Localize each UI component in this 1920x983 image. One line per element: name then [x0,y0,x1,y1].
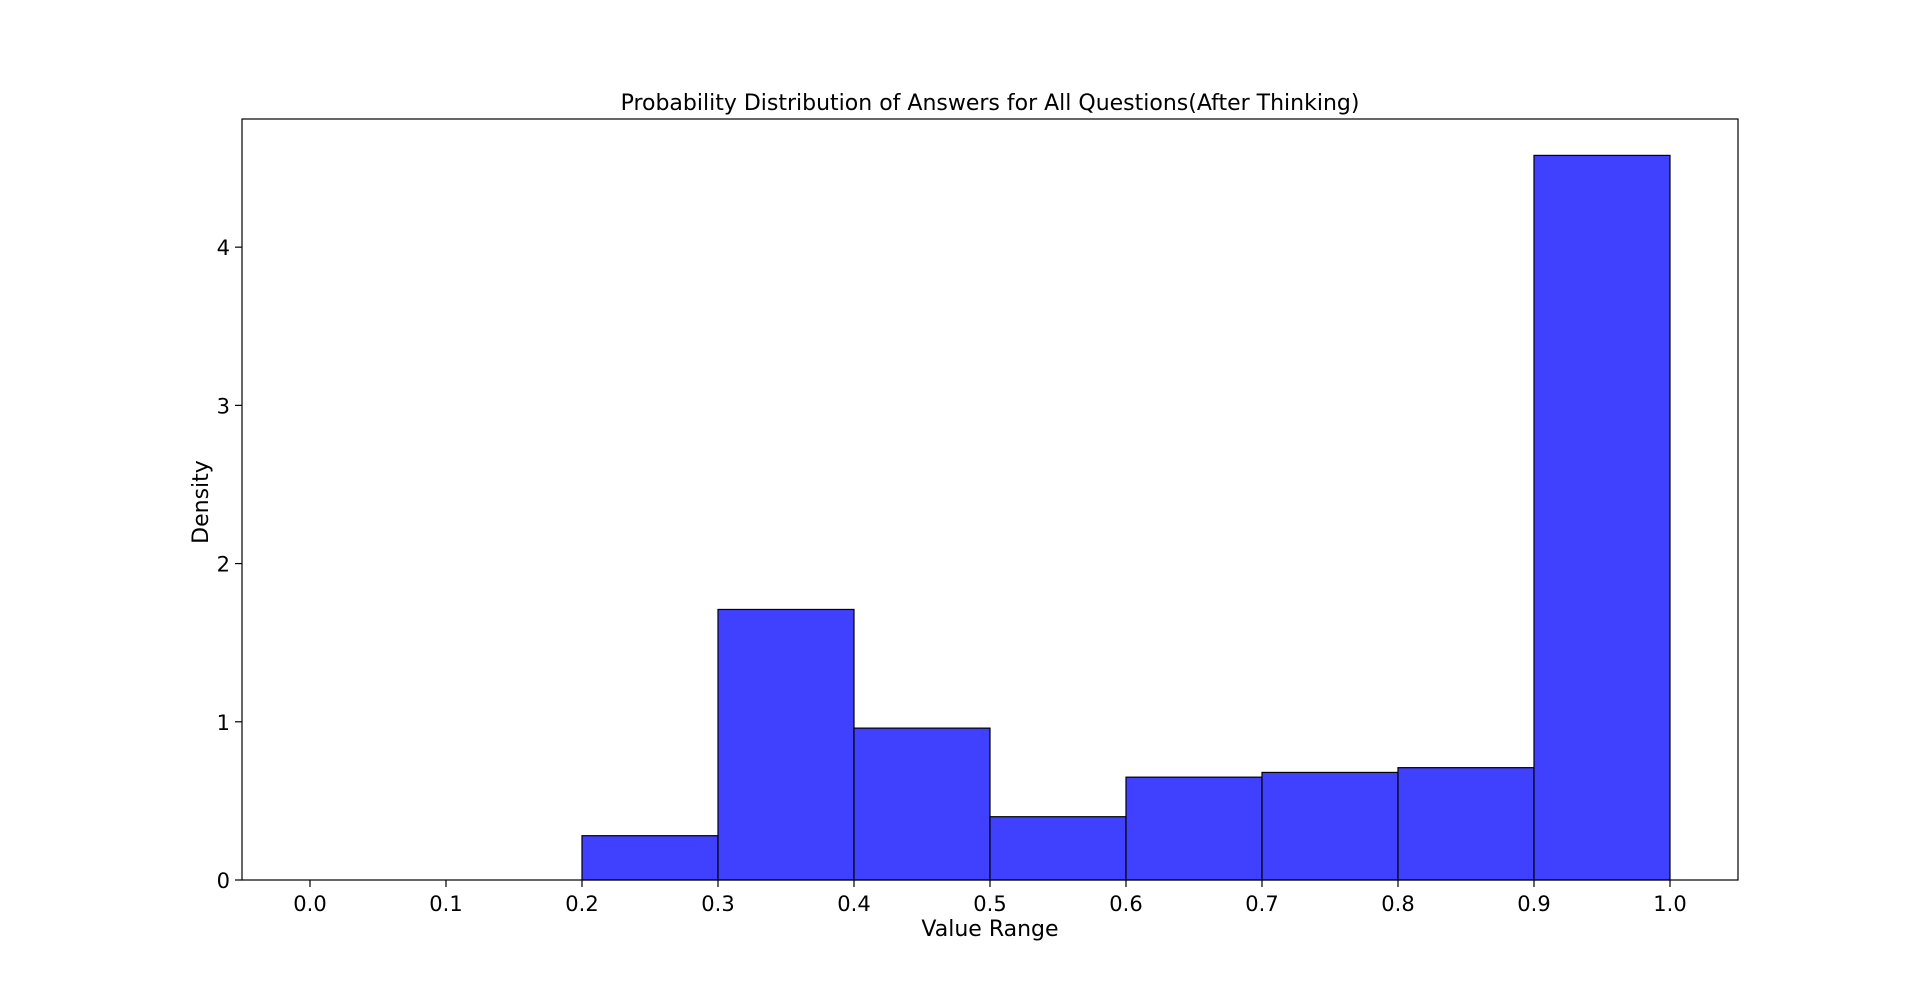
y-tick-label-1: 1 [217,711,230,735]
x-tick-label-5: 0.5 [973,892,1006,916]
histogram-bar-8 [1397,767,1535,881]
y-tick-label-0: 0 [217,869,230,893]
x-tick-label-9: 0.9 [1517,892,1550,916]
x-tick-label-4: 0.4 [837,892,870,916]
y-tick-label-2: 2 [217,553,230,577]
x-tick-label-8: 0.8 [1381,892,1414,916]
x-tick-label-2: 0.2 [565,892,598,916]
histogram-bar-3 [717,608,855,881]
histogram-bar-2 [581,835,719,881]
histogram-bar-6 [1125,776,1263,881]
histogram-bar-4 [853,727,991,881]
x-tick-label-10: 1.0 [1653,892,1686,916]
x-tick-label-1: 0.1 [429,892,462,916]
y-tick-label-3: 3 [217,394,230,418]
y-axis-label: Density [189,460,214,544]
plot-frame [241,118,1739,881]
x-tick-label-7: 0.7 [1245,892,1278,916]
chart-title: Probability Distribution of Answers for … [621,91,1360,116]
histogram-bar-5 [989,816,1127,881]
histogram-bar-7 [1261,771,1399,881]
x-tick-label-3: 0.3 [701,892,734,916]
y-tick-label-4: 4 [217,236,230,260]
histogram-bar-9 [1533,154,1671,881]
x-tick-label-6: 0.6 [1109,892,1142,916]
bars-layer [581,154,1671,881]
x-tick-label-0: 0.0 [293,892,326,916]
x-axis-label: Value Range [921,917,1058,942]
ticks-layer: 0.0 0.1 0.2 0.3 0.4 0.5 0.6 0.7 0.8 0.9 1.0 0 1 2 3 4 [217,236,1687,916]
